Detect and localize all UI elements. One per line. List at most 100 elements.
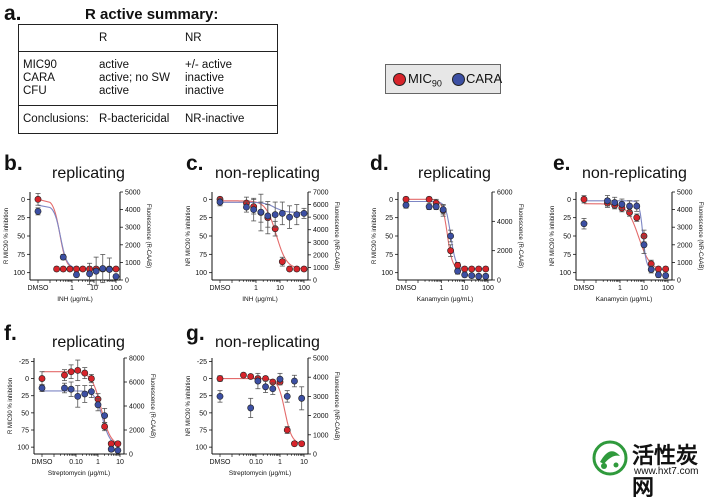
y-tick-label: -25 [19, 359, 29, 366]
data-point-mic90-dmso [580, 195, 588, 203]
data-point-mic90 [66, 265, 74, 273]
y2-tick-label: 5000 [313, 215, 329, 222]
x-tick-label: 1 [278, 459, 282, 466]
data-point-cara [291, 377, 298, 385]
x-tick-label: 1 [618, 285, 622, 292]
x-tick-label: 100 [662, 285, 674, 292]
y-axis-label: NR MIC90 % inhibition [186, 376, 192, 436]
x-axis-label: Streptomycin (μg/mL) [48, 470, 110, 477]
y-tick-label: 50 [563, 234, 571, 241]
data-point-mic90 [454, 261, 462, 269]
x-tick-label: 100 [110, 285, 122, 292]
y-tick-label: 0 [203, 197, 207, 204]
y2-tick-label: 5000 [125, 190, 141, 197]
y2-tick-label: 0 [313, 278, 317, 285]
data-point-cara-dmso [402, 201, 410, 209]
y-tick-label: 25 [17, 215, 25, 222]
row-nr-value: inactive [185, 85, 224, 97]
row-r-value: active; no SW [99, 72, 170, 84]
x-tick-label: 1 [254, 285, 258, 292]
data-point-cara [107, 445, 115, 453]
data-point-mic90 [74, 366, 82, 374]
data-point-cara [250, 206, 258, 213]
dmso-tick-label: DMSO [210, 459, 232, 466]
panel-f-label: f. [4, 322, 17, 345]
data-point-mic90 [300, 265, 308, 273]
y2-axis-label: Fluorescence (R-CAAB) [149, 374, 155, 438]
data-point-mic90 [112, 265, 120, 273]
col-header-r: R [99, 32, 108, 44]
x-tick-label: 10 [276, 285, 284, 292]
data-point-cara [655, 271, 662, 279]
legend-mic90-label: MIC90 [408, 71, 442, 89]
y-tick-label: 25 [563, 215, 571, 222]
panel-d-title: replicating [418, 165, 491, 182]
panel-b-title: replicating [52, 165, 125, 182]
x-axis-label: INH (μg/mL) [57, 296, 93, 303]
data-point-mic90-dmso [216, 375, 224, 382]
data-point-mic90 [662, 265, 670, 273]
table-divider [19, 105, 277, 106]
dmso-tick-label: DMSO [28, 285, 50, 292]
summary-table: R NR MIC90 active +/- active CARA active… [18, 24, 278, 134]
data-point-cara [73, 271, 80, 279]
data-point-cara [618, 200, 626, 208]
fit-curve-cara [42, 390, 121, 446]
conclusion-nr: NR-inactive [185, 113, 245, 125]
y-axis-label: R MIC90 % inhibition [8, 378, 14, 434]
data-point-cara [101, 412, 109, 419]
data-point-mic90 [101, 423, 109, 430]
data-point-cara [300, 209, 308, 217]
x-tick-label: 1 [70, 285, 74, 292]
data-point-mic90 [240, 371, 247, 379]
y-tick-label: 100 [559, 270, 571, 277]
y-tick-label: 100 [17, 445, 29, 452]
y2-tick-label: 0 [129, 452, 133, 459]
y-tick-label: 25 [385, 215, 393, 222]
panel-c-label: c. [186, 152, 204, 175]
data-point-cara [482, 272, 490, 280]
y2-tick-label: 2000 [677, 242, 693, 249]
legend-cara-marker [452, 73, 465, 86]
x-tick-label: 10 [300, 459, 308, 466]
data-point-cara [447, 232, 455, 240]
y2-tick-label: 5000 [313, 356, 329, 363]
x-tick-label: 1 [96, 459, 100, 466]
dmso-tick-label: DMSO [396, 285, 418, 292]
data-point-cara [264, 212, 272, 220]
x-tick-label: 0.10 [69, 459, 83, 466]
x-tick-label: 10 [90, 285, 98, 292]
data-point-cara [92, 267, 100, 275]
y2-tick-label: 3000 [313, 394, 329, 401]
y-tick-label: 50 [17, 234, 25, 241]
data-point-cara-dmso [34, 207, 42, 215]
y2-tick-label: 2000 [129, 428, 145, 435]
data-point-cara [461, 271, 469, 279]
y-tick-label: 50 [199, 234, 207, 241]
data-point-cara [640, 241, 648, 249]
watermark-url: www.hxt7.com [634, 466, 699, 477]
panel-e-title: non-replicating [582, 165, 687, 182]
y2-tick-label: 6000 [129, 380, 145, 387]
data-point-mic90-dmso [38, 375, 46, 382]
y2-tick-label: 1000 [313, 265, 329, 272]
panel-f-title: replicating [52, 334, 125, 351]
y2-axis-label: Fluorescence (NR-CAAB) [333, 202, 339, 271]
x-tick-label: 100 [298, 285, 310, 292]
data-point-cara [94, 401, 102, 409]
row-metric: MIC90 [23, 59, 57, 71]
x-tick-label: 10 [116, 459, 124, 466]
data-point-mic90 [286, 265, 293, 273]
data-point-cara [662, 272, 670, 279]
y-tick-label: 25 [21, 393, 29, 400]
data-point-cara [278, 209, 286, 217]
panel-g-label: g. [186, 322, 205, 345]
panel-g-title: non-replicating [215, 334, 320, 351]
data-point-mic90 [81, 369, 89, 377]
panel-e-label: e. [553, 152, 571, 175]
y2-tick-label: 2000 [313, 413, 329, 420]
legend-mic90-marker [393, 73, 406, 86]
